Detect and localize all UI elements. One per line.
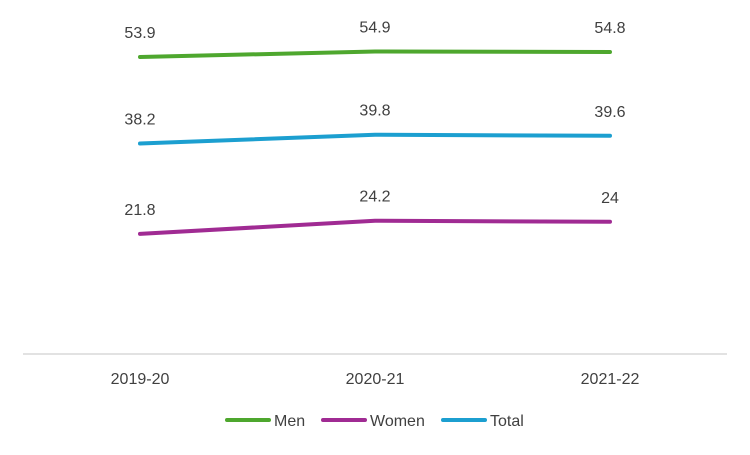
legend-item-women: Women [321,413,425,430]
series-line-total [138,132,612,146]
data-label: 39.6 [594,104,625,121]
legend-item-total: Total [441,413,524,430]
data-label: 54.8 [594,20,625,37]
data-label: 54.9 [359,20,390,37]
data-label: 24.2 [359,189,390,206]
x-tick-label: 2020-21 [346,371,405,388]
x-tick-label: 2021-22 [581,371,640,388]
series-line-women [138,218,612,236]
data-label: 39.8 [359,103,390,120]
legend-item-men: Men [225,413,305,430]
x-tick-label: 2019-20 [111,371,170,388]
data-label: 53.9 [124,25,155,42]
data-label-layer: 53.9 54.9 54.8 21.8 24.2 24 38.2 39.8 39.6 [124,20,625,219]
data-label: 24 [601,190,619,207]
legend-label: Total [490,413,524,430]
series-line-men [138,49,612,59]
series-layer [138,49,612,236]
legend-label: Men [274,413,305,430]
legend-label: Women [370,413,425,430]
legend: Men Women Total [225,413,524,430]
data-label: 38.2 [124,112,155,129]
data-label: 21.8 [124,202,155,219]
axis-layer: 2019-20 2020-21 2021-22 [23,353,727,388]
